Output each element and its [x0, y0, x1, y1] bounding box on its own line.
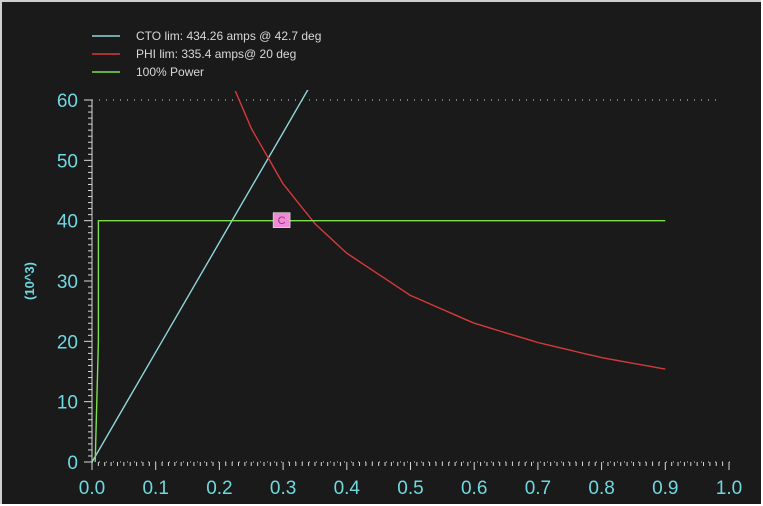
annotation-label: C	[278, 215, 286, 227]
series-line-1	[92, 90, 309, 463]
x-tick-label: 0.4	[334, 478, 361, 499]
y-tick-label: 30	[57, 272, 78, 293]
x-tick-label: 0.2	[206, 478, 232, 499]
y-axis-label: (10^3)	[22, 262, 37, 300]
legend-label: PHI lim: 335.4 amps@ 20 deg	[136, 47, 296, 61]
x-tick-label: 0.1	[142, 478, 168, 499]
y-tick-label: 10	[57, 393, 78, 414]
annotation-box	[272, 212, 291, 228]
y-tick-label: 20	[57, 332, 78, 353]
x-tick-label: 0.8	[588, 478, 614, 499]
legend-label: 100% Power	[136, 65, 204, 79]
x-tick-label: 1.0	[716, 478, 742, 499]
y-tick-label: 0	[67, 453, 78, 474]
x-tick-label: 0.9	[652, 478, 678, 499]
x-tick-label: 0.3	[270, 478, 296, 499]
series-line-2	[234, 90, 666, 370]
y-tick-label: 50	[57, 151, 78, 172]
y-tick-label: 60	[57, 91, 78, 112]
x-tick-label: 0.6	[461, 478, 487, 499]
legend-label: CTO lim: 434.26 amps @ 42.7 deg	[136, 29, 321, 43]
y-tick-label: 40	[57, 212, 78, 233]
x-tick-label: 0.7	[525, 478, 551, 499]
x-tick-label: 0.5	[397, 478, 423, 499]
x-tick-label: 0.0	[79, 478, 105, 499]
series-line-3	[94, 220, 666, 463]
